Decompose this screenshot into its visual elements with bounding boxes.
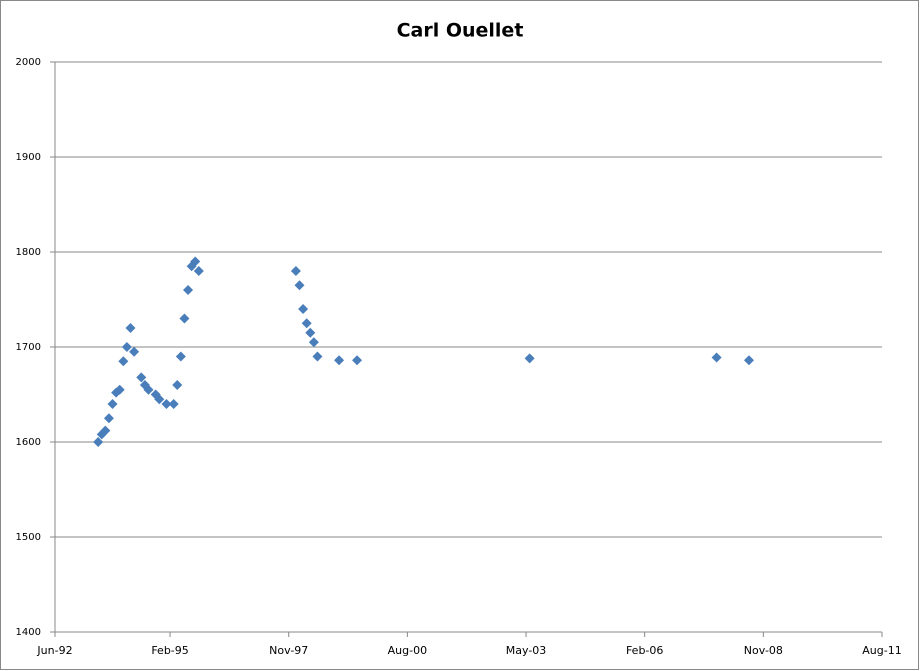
point [161, 399, 172, 409]
point [107, 399, 118, 409]
y-tick-label: 1700 [16, 342, 41, 353]
point [100, 425, 111, 436]
point [308, 337, 319, 348]
point [301, 318, 312, 329]
point [334, 355, 345, 366]
point [172, 380, 183, 390]
x-tick-label: Nov-08 [744, 644, 783, 657]
point [711, 352, 722, 363]
point [103, 413, 114, 424]
point [136, 372, 147, 383]
x-tick-label: May-03 [506, 644, 547, 657]
point [294, 280, 305, 291]
x-tick-label: Aug-11 [862, 644, 901, 657]
y-tick-label: 1900 [16, 152, 41, 163]
y-tick-label: 1500 [16, 532, 41, 543]
point [118, 356, 129, 367]
y-tick-label: 1400 [16, 627, 41, 638]
point [168, 399, 179, 409]
x-tick-label: Nov-97 [269, 644, 308, 657]
point [298, 304, 309, 314]
point [154, 394, 165, 405]
y-tick-label: 1600 [16, 437, 41, 448]
point [312, 351, 323, 362]
y-tick-label: 1800 [16, 247, 41, 258]
point [190, 256, 201, 267]
y-tick-label: 2000 [16, 57, 41, 68]
point [193, 266, 204, 276]
point [524, 353, 535, 364]
x-tick-label: Aug-00 [388, 644, 427, 657]
point [114, 384, 125, 395]
point [290, 266, 301, 276]
point [352, 355, 363, 366]
point [183, 285, 194, 295]
point [143, 384, 154, 395]
x-tick-label: Jun-92 [36, 644, 72, 657]
point [125, 323, 136, 333]
point [175, 351, 186, 362]
point [743, 355, 754, 366]
point [129, 346, 140, 357]
x-tick-label: Feb-06 [626, 644, 663, 657]
point [93, 437, 104, 447]
point [305, 327, 316, 338]
point [121, 342, 132, 352]
point [179, 313, 190, 324]
x-tick-label: Feb-95 [151, 644, 188, 657]
chart-title: Carl Ouellet [397, 20, 524, 42]
